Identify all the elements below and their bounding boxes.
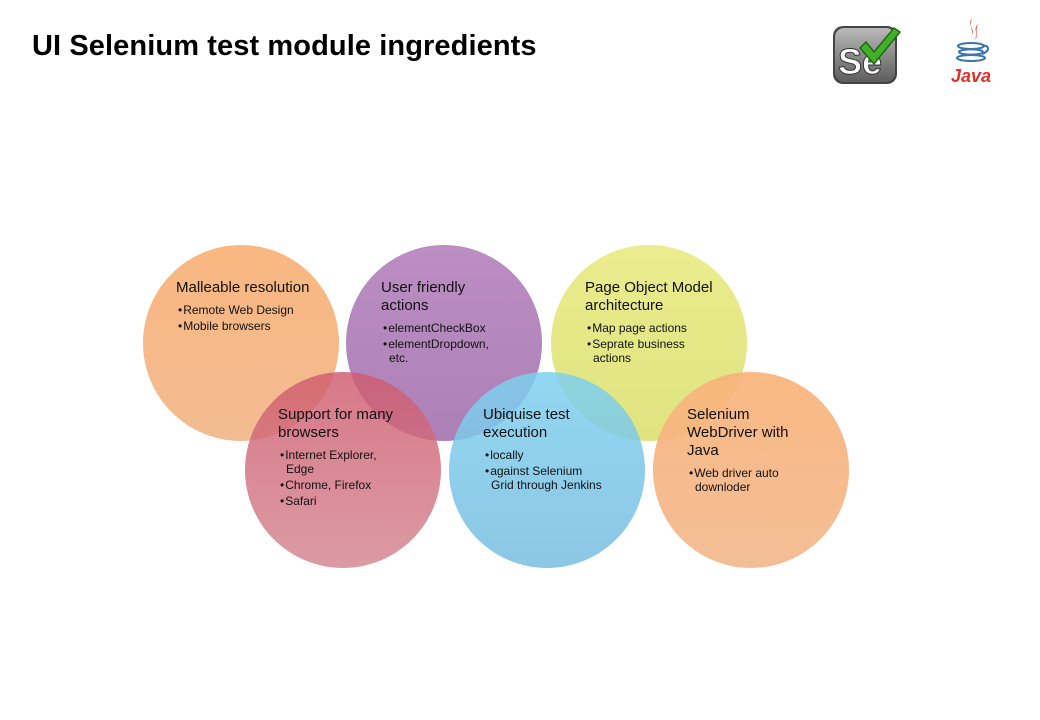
label-malleable-resolution: Malleable resolution Remote Web Design M… <box>176 279 336 335</box>
bullet-item: against Selenium Grid through Jenkins <box>483 464 603 492</box>
bullet-item: Safari <box>278 494 403 508</box>
bullet-item: Mobile browsers <box>176 319 336 333</box>
label-test-execution: Ubiquise test execution locally against … <box>483 406 603 494</box>
circle-bullets: Remote Web Design Mobile browsers <box>176 303 336 333</box>
bullet-item: locally <box>483 448 603 462</box>
bullet-item: Internet Explorer, Edge <box>278 448 403 476</box>
bullet-item: Remote Web Design <box>176 303 336 317</box>
circle-bullets: elementCheckBox elementDropdown, etc. <box>381 321 501 365</box>
circle-heading: Page Object Model architecture <box>585 279 713 314</box>
bullet-item: Web driver auto downloder <box>687 466 812 494</box>
circle-bullets: locally against Selenium Grid through Je… <box>483 448 603 492</box>
slide-title: UI Selenium test module ingredients <box>32 30 537 62</box>
bullet-item: Map page actions <box>585 321 715 335</box>
label-page-object-model: Page Object Model architecture Map page … <box>585 279 715 367</box>
label-user-friendly-actions: User friendly actions elementCheckBox el… <box>381 279 501 367</box>
label-browser-support: Support for many browsers Internet Explo… <box>278 406 403 510</box>
bullet-item: elementCheckBox <box>381 321 501 335</box>
selenium-logo: Se <box>830 24 902 88</box>
circle-heading: Selenium WebDriver with Java <box>687 406 789 459</box>
label-webdriver-java: Selenium WebDriver with Java Web driver … <box>687 406 812 496</box>
circle-bullets: Web driver auto downloder <box>687 466 812 494</box>
java-logo-text: Java <box>950 66 992 86</box>
circle-bullets: Map page actions Seprate business action… <box>585 321 715 365</box>
circle-heading: Support for many browsers <box>278 406 394 441</box>
bullet-item: Chrome, Firefox <box>278 478 403 492</box>
bullet-item: Seprate business actions <box>585 337 715 365</box>
circle-heading: User friendly actions <box>381 279 466 314</box>
circle-heading: Ubiquise test execution <box>483 406 570 441</box>
circle-bullets: Internet Explorer, Edge Chrome, Firefox … <box>278 448 403 508</box>
bullet-item: elementDropdown, etc. <box>381 337 501 365</box>
circle-heading: Malleable resolution <box>176 279 310 296</box>
java-logo: Java <box>946 16 996 90</box>
